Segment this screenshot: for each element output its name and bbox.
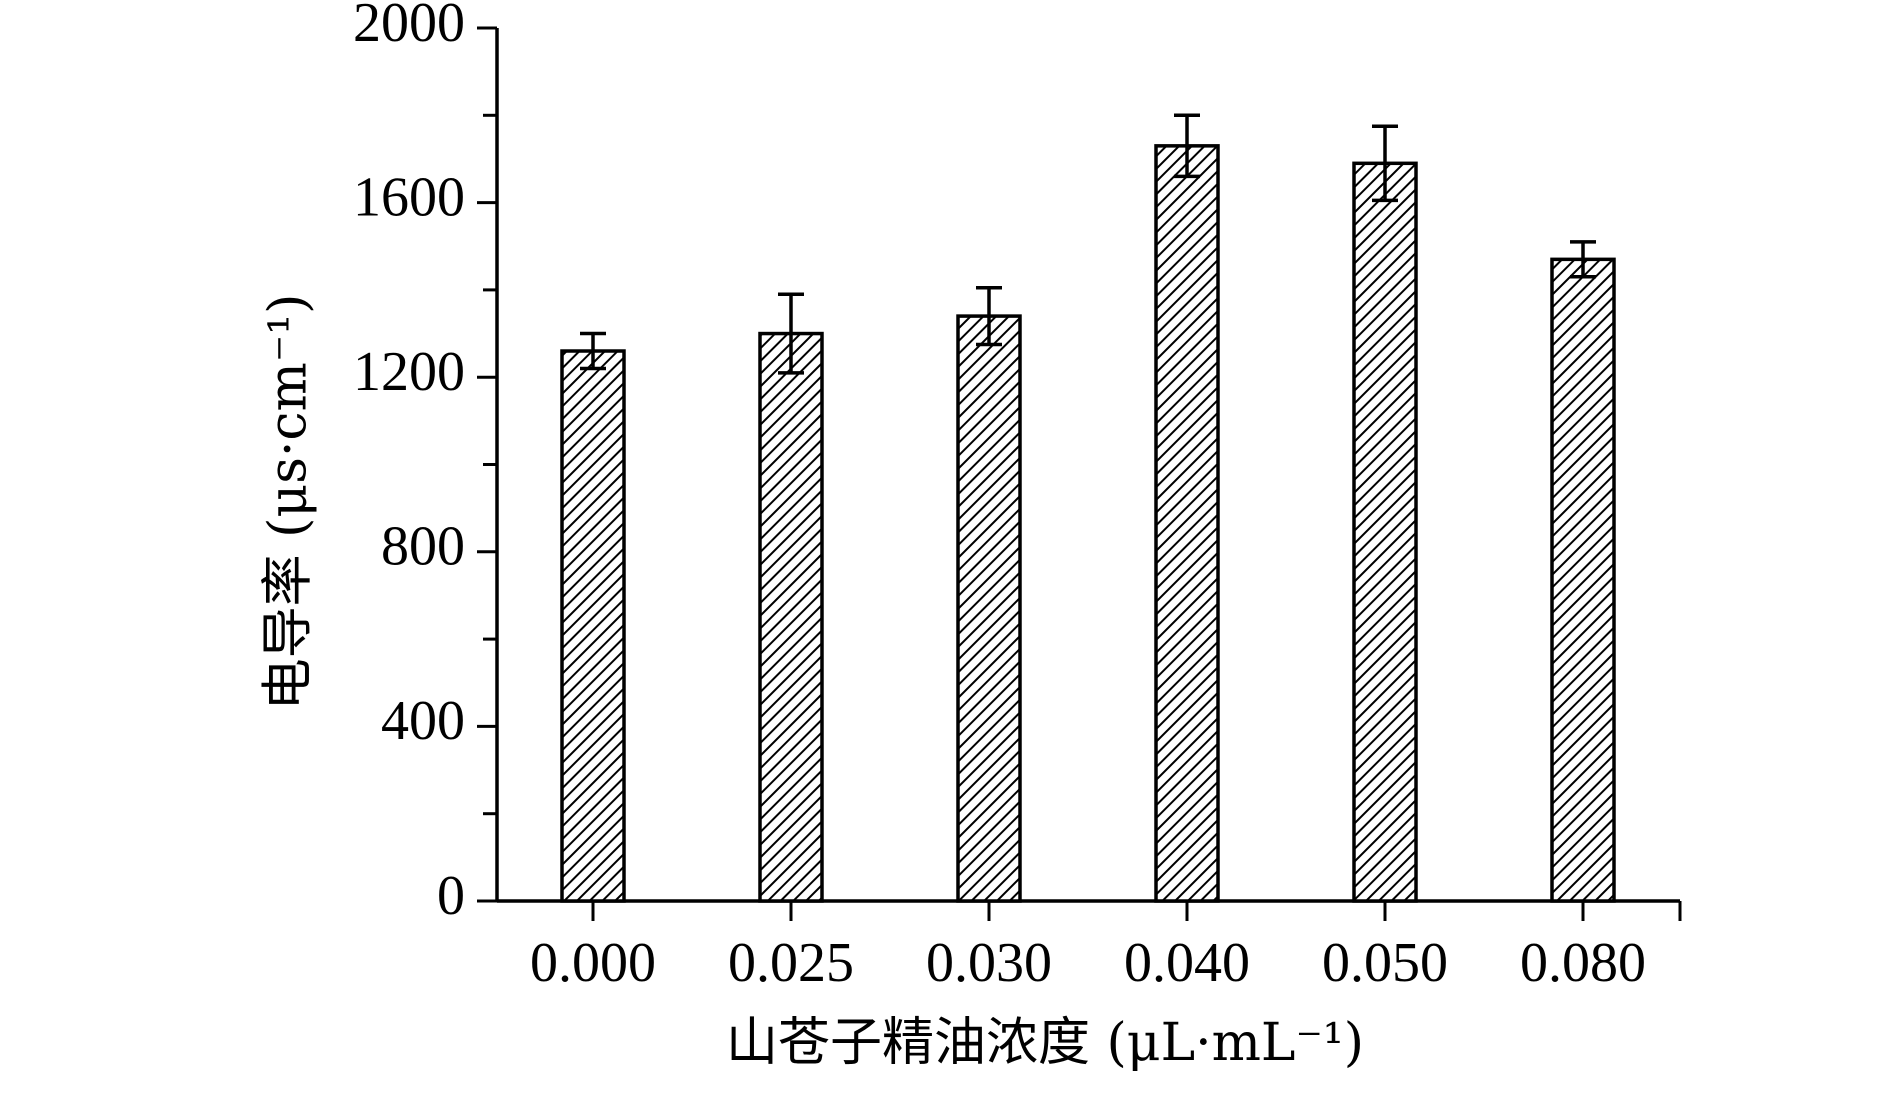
y-tick-label: 800 (381, 516, 465, 578)
bars-group (560, 144, 1616, 903)
bar (758, 331, 824, 903)
y-tick-label: 0 (437, 865, 465, 927)
error-bars-group (580, 113, 1596, 375)
y-tick-label: 1200 (353, 341, 465, 403)
x-tick-label: 0.050 (1322, 932, 1448, 994)
bar (560, 349, 626, 903)
y-tick-label: 2000 (353, 0, 465, 54)
bar (1550, 257, 1616, 903)
x-tick-label: 0.025 (728, 932, 854, 994)
y-axis-title: 电导率 (μs·cm⁻¹) (259, 294, 319, 711)
y-tick-label: 1600 (353, 166, 465, 228)
y-axis: 0 400 800 1200 1600 2000 (353, 0, 499, 927)
x-tick-label: 0.080 (1520, 932, 1646, 994)
x-tick-label: 0.030 (926, 932, 1052, 994)
x-tick-label: 0.000 (530, 932, 656, 994)
x-axis-title: 山苍子精油浓度 (μL·mL⁻¹) (726, 1013, 1364, 1073)
bar (1154, 144, 1220, 903)
bar (1352, 161, 1418, 903)
x-axis: 0.000 0.025 0.030 0.040 0.050 0.080 (497, 899, 1682, 994)
x-tick-label: 0.040 (1124, 932, 1250, 994)
bar (956, 314, 1022, 903)
y-tick-label: 400 (381, 690, 465, 752)
